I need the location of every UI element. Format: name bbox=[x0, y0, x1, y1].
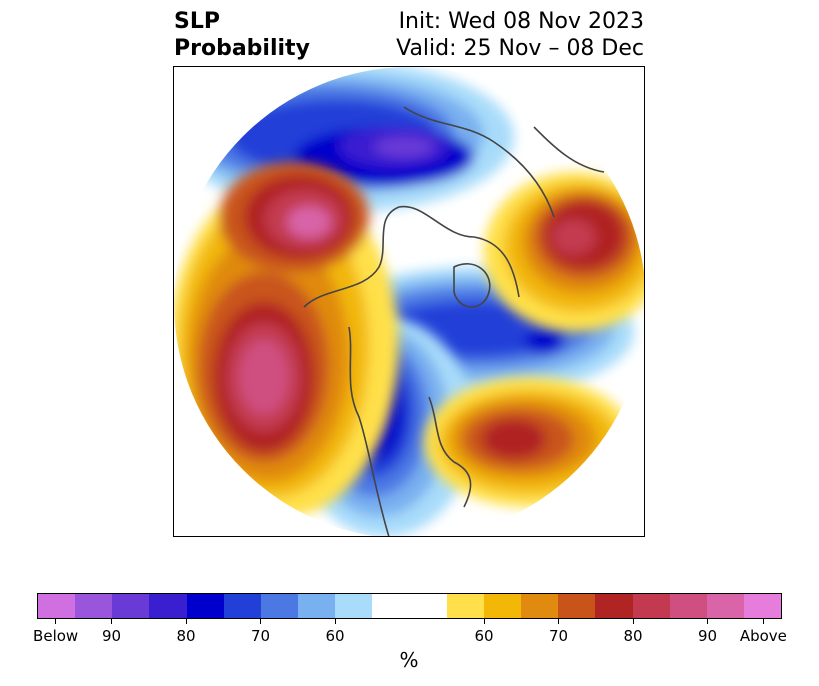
colorbar-segment bbox=[632, 594, 670, 618]
colorbar-segment bbox=[260, 594, 299, 618]
title-variable: SLP bbox=[174, 9, 220, 34]
colorbar-tick-label: 90 bbox=[101, 627, 122, 645]
colorbar bbox=[37, 593, 782, 619]
colorbar-tick bbox=[762, 619, 764, 624]
colorbar-segment bbox=[298, 594, 336, 618]
colorbar-segment bbox=[743, 594, 782, 618]
valid-range: Valid: 25 Nov – 08 Dec bbox=[396, 36, 644, 61]
colorbar-tick bbox=[558, 619, 559, 624]
colorbar-segment bbox=[446, 594, 484, 618]
colorbar-tick bbox=[111, 619, 112, 624]
colorbar-segment bbox=[75, 594, 113, 618]
colorbar-tick-label: Above bbox=[739, 627, 787, 645]
colorbar-unit: % bbox=[399, 648, 419, 672]
colorbar-tick-label: Below bbox=[33, 627, 79, 645]
colorbar-segment bbox=[595, 594, 633, 618]
map-panel bbox=[173, 66, 645, 537]
colorbar-tick-label: 90 bbox=[697, 627, 718, 645]
colorbar-tick bbox=[632, 619, 634, 624]
colorbar-tick-label: 80 bbox=[176, 627, 196, 645]
chart-dates: Init: Wed 08 Nov 2023 Valid: 25 Nov – 08… bbox=[396, 8, 644, 62]
colorbar-tick bbox=[185, 619, 187, 624]
colorbar-segment bbox=[521, 594, 559, 618]
colorbar-segment bbox=[223, 594, 261, 618]
probability-map bbox=[174, 67, 644, 536]
colorbar-segment bbox=[372, 594, 410, 618]
title-type: Probability bbox=[174, 36, 310, 61]
colorbar-segment bbox=[483, 594, 522, 618]
coastlines bbox=[303, 106, 605, 536]
colorbar-tick-label: 70 bbox=[250, 627, 271, 645]
colorbar-tick bbox=[260, 619, 261, 624]
chart-title: SLP Probability bbox=[174, 8, 310, 62]
colorbar-segment bbox=[669, 594, 707, 618]
colorbar-tick bbox=[707, 619, 708, 624]
colorbar-tick bbox=[483, 619, 485, 624]
colorbar-segment bbox=[38, 594, 76, 618]
colorbar-tick bbox=[55, 619, 57, 624]
colorbar-tick-label: 70 bbox=[548, 627, 569, 645]
colorbar-segment bbox=[186, 594, 224, 618]
colorbar-tick-label: 60 bbox=[325, 627, 345, 645]
colorbar-segment bbox=[706, 594, 744, 618]
colorbar-segment bbox=[335, 594, 373, 618]
above-anomaly-atlantic bbox=[424, 377, 634, 507]
colorbar-segment bbox=[409, 594, 447, 618]
above-anomaly-pacific bbox=[174, 162, 399, 517]
colorbar-segment bbox=[558, 594, 596, 618]
colorbar-tick bbox=[334, 619, 336, 624]
colorbar-tick-label: 80 bbox=[623, 627, 643, 645]
init-date: Init: Wed 08 Nov 2023 bbox=[398, 9, 644, 34]
colorbar-tick-label: 60 bbox=[474, 627, 494, 645]
above-anomaly-siberia bbox=[484, 172, 644, 332]
colorbar-segment bbox=[149, 594, 187, 618]
colorbar-segment bbox=[112, 594, 150, 618]
